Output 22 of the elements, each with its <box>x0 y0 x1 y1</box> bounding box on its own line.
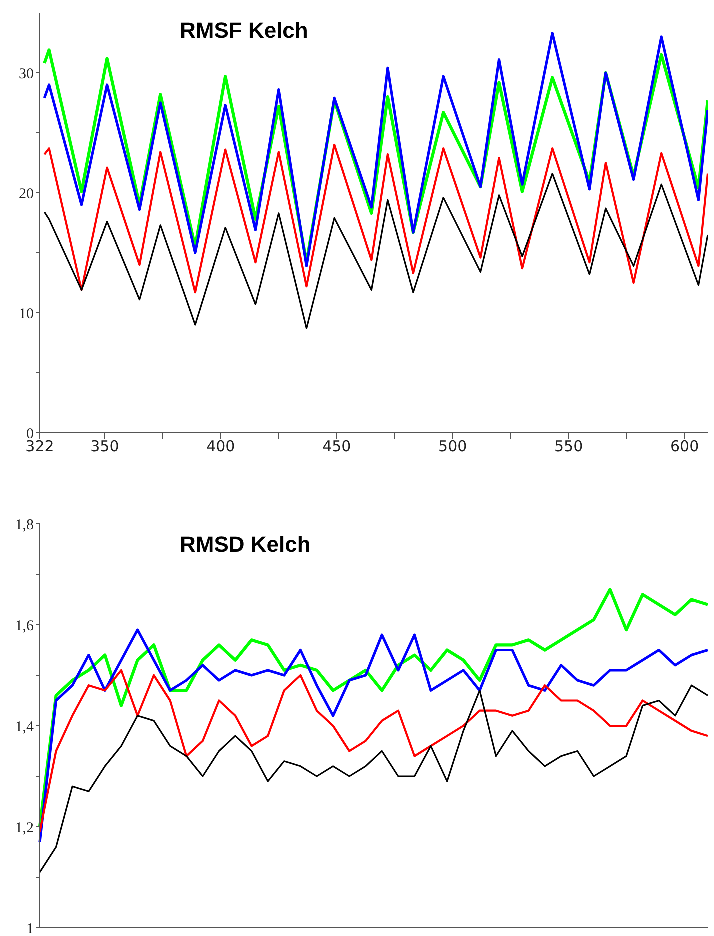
line-series <box>38 669 710 834</box>
x-tick-label: 550 <box>554 438 584 456</box>
line-series <box>39 684 709 874</box>
x-tick-label: 500 <box>438 438 468 456</box>
x-tick-label: 400 <box>206 438 236 456</box>
y-tick-label: 1,2 <box>15 820 34 836</box>
x-tick-label: 322 <box>26 438 54 456</box>
y-tick-label: 10 <box>19 306 34 322</box>
y-tick-label: 1 <box>26 921 34 936</box>
chart-title: RMSD Kelch <box>180 532 311 558</box>
y-tick-label: 30 <box>19 66 34 82</box>
line-series <box>38 628 710 844</box>
y-tick-label: 1,4 <box>15 719 34 736</box>
x-tick-label: 450 <box>322 438 352 456</box>
y-tick-label: 1,6 <box>15 618 34 634</box>
line-series <box>44 173 708 330</box>
line-series <box>44 144 708 294</box>
y-tick-label: 1,8 <box>15 517 34 534</box>
x-tick-label: 600 <box>670 438 700 456</box>
chart-title: RMSF Kelch <box>180 18 308 44</box>
y-tick-label: 20 <box>19 186 34 202</box>
x-tick-label: 350 <box>90 438 120 456</box>
